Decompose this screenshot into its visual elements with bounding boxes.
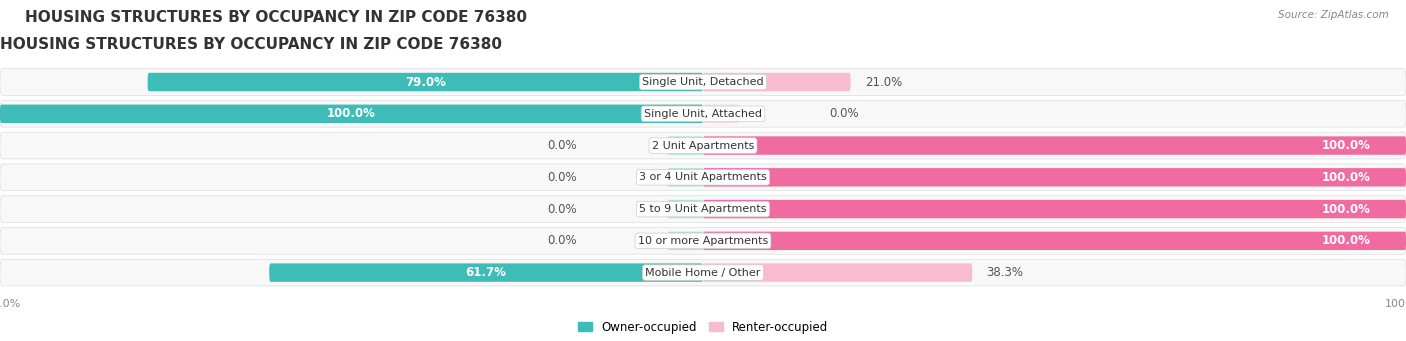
Text: Single Unit, Detached: Single Unit, Detached [643, 77, 763, 87]
Text: 0.0%: 0.0% [547, 234, 576, 247]
Text: 79.0%: 79.0% [405, 75, 446, 89]
FancyBboxPatch shape [703, 73, 851, 91]
FancyBboxPatch shape [0, 259, 1406, 286]
FancyBboxPatch shape [668, 136, 703, 155]
FancyBboxPatch shape [703, 105, 738, 123]
Text: 38.3%: 38.3% [987, 266, 1024, 279]
FancyBboxPatch shape [668, 232, 703, 250]
FancyBboxPatch shape [703, 200, 1406, 218]
FancyBboxPatch shape [0, 132, 1406, 159]
Text: 5 to 9 Unit Apartments: 5 to 9 Unit Apartments [640, 204, 766, 214]
Text: 0.0%: 0.0% [547, 139, 576, 152]
Text: 21.0%: 21.0% [865, 75, 901, 89]
FancyBboxPatch shape [0, 164, 1406, 191]
FancyBboxPatch shape [0, 69, 1406, 95]
Text: 0.0%: 0.0% [547, 171, 576, 184]
Text: 3 or 4 Unit Apartments: 3 or 4 Unit Apartments [640, 172, 766, 182]
Text: Source: ZipAtlas.com: Source: ZipAtlas.com [1278, 10, 1389, 20]
Text: 100.0%: 100.0% [328, 107, 375, 120]
FancyBboxPatch shape [668, 200, 703, 218]
Text: Mobile Home / Other: Mobile Home / Other [645, 268, 761, 278]
Text: 100.0%: 100.0% [1322, 234, 1371, 247]
FancyBboxPatch shape [0, 227, 1406, 254]
Text: 61.7%: 61.7% [465, 266, 506, 279]
Text: 0.0%: 0.0% [830, 107, 859, 120]
Text: 100.0%: 100.0% [1322, 171, 1371, 184]
Text: Single Unit, Attached: Single Unit, Attached [644, 109, 762, 119]
FancyBboxPatch shape [668, 168, 703, 187]
Text: 2 Unit Apartments: 2 Unit Apartments [652, 140, 754, 151]
Text: HOUSING STRUCTURES BY OCCUPANCY IN ZIP CODE 76380: HOUSING STRUCTURES BY OCCUPANCY IN ZIP C… [25, 10, 527, 25]
FancyBboxPatch shape [269, 263, 703, 282]
FancyBboxPatch shape [148, 73, 703, 91]
FancyBboxPatch shape [0, 101, 1406, 127]
FancyBboxPatch shape [703, 232, 1406, 250]
FancyBboxPatch shape [0, 105, 703, 123]
FancyBboxPatch shape [703, 136, 1406, 155]
Text: 10 or more Apartments: 10 or more Apartments [638, 236, 768, 246]
Legend: Owner-occupied, Renter-occupied: Owner-occupied, Renter-occupied [572, 316, 834, 338]
Text: 100.0%: 100.0% [1322, 139, 1371, 152]
FancyBboxPatch shape [703, 263, 973, 282]
Text: 0.0%: 0.0% [547, 203, 576, 216]
Text: 100.0%: 100.0% [1322, 203, 1371, 216]
FancyBboxPatch shape [703, 168, 1406, 187]
FancyBboxPatch shape [0, 196, 1406, 222]
Text: HOUSING STRUCTURES BY OCCUPANCY IN ZIP CODE 76380: HOUSING STRUCTURES BY OCCUPANCY IN ZIP C… [0, 37, 502, 52]
